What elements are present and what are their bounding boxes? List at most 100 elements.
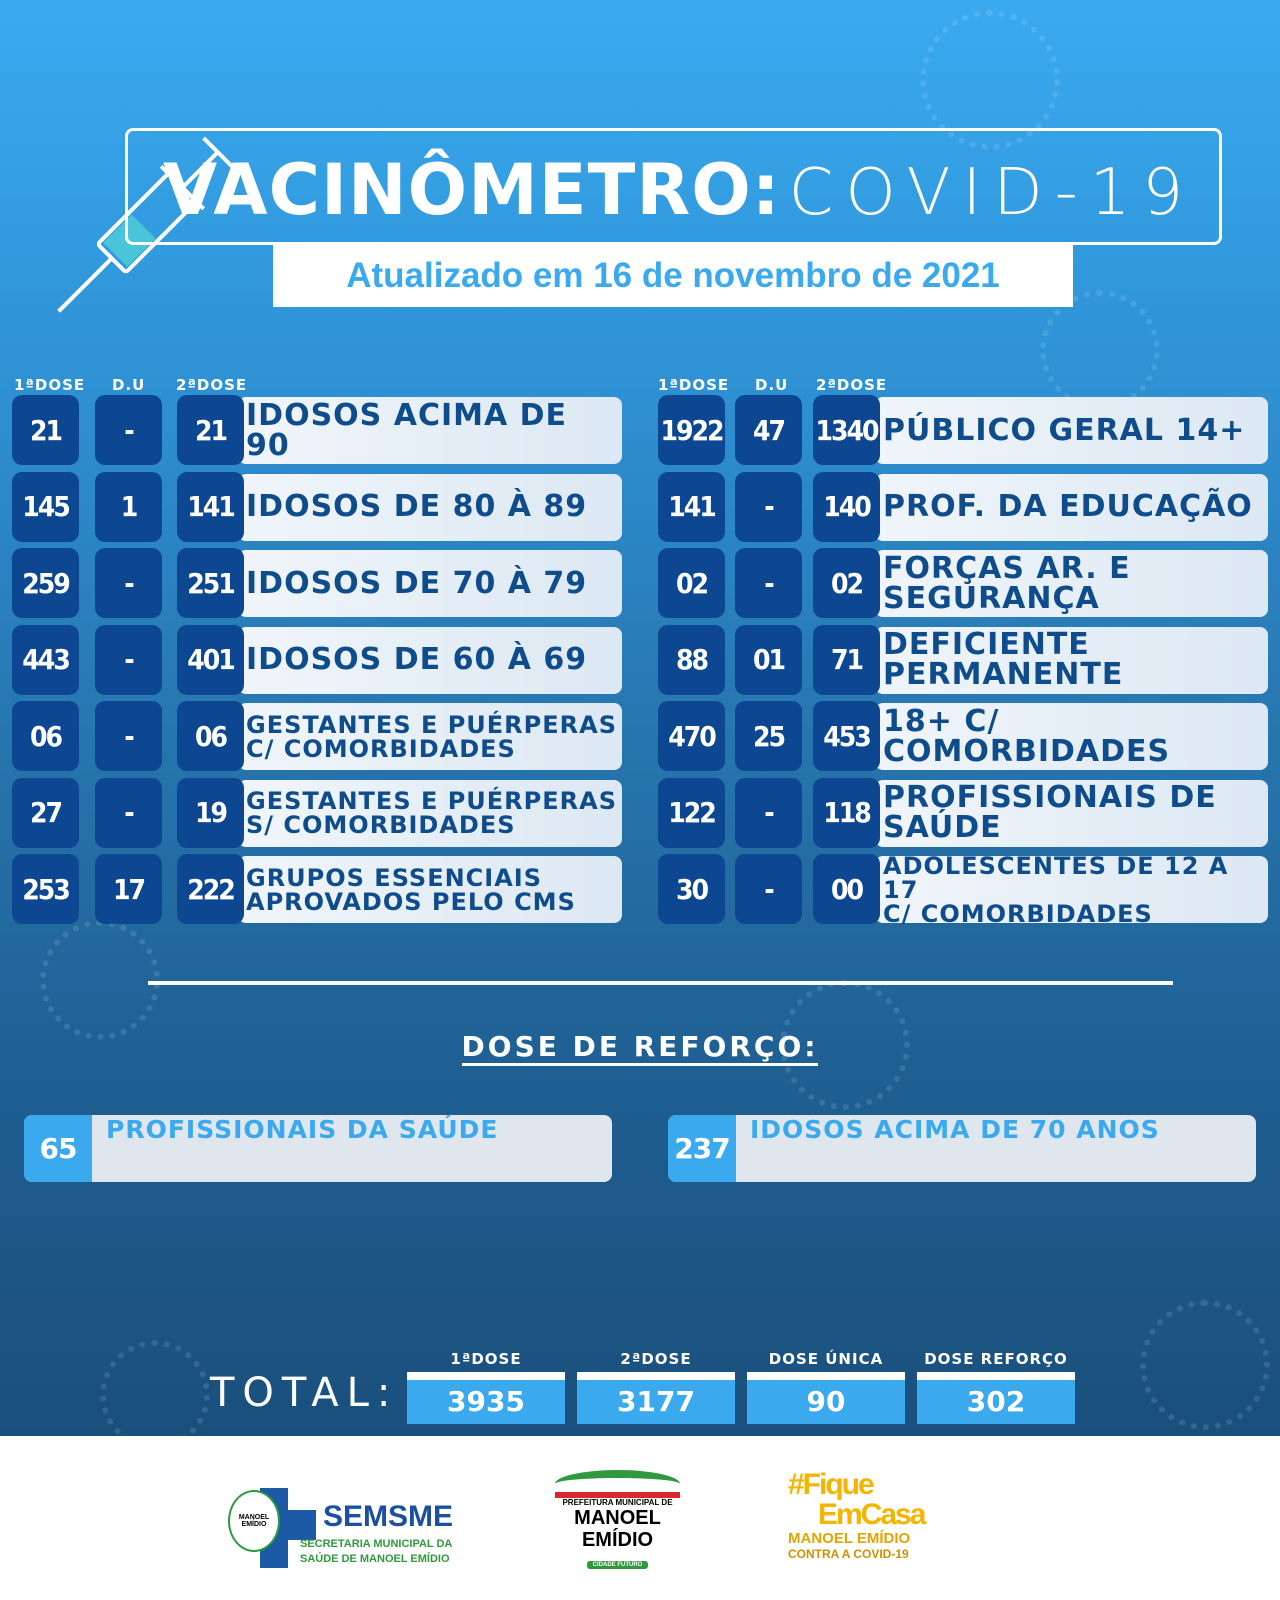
group-label-line1: IDOSOS DE 70 À 79 [246,565,588,601]
group-label: IDOSOS ACIMA DE 90 [246,400,622,461]
group-label-bar: PROF. DA EDUCAÇÃO [875,473,1268,541]
dose-first-value: 259 [12,548,79,618]
dose-second-value: 118 [813,777,880,848]
group-label-line2: S/ COMORBIDADES [246,811,516,839]
prefeitura-line3: EMÍDIO [581,1529,654,1551]
fique-line4: CONTRA A COVID-19 [788,1547,909,1561]
total-header: DOSE ÚNICA [768,1350,884,1368]
booster-title-text: DOSE DE REFORÇO: [461,1030,819,1066]
updated-date: Atualizado em 16 de novembro de 2021 [273,245,1073,307]
total-header: 2ªDOSE [620,1350,692,1368]
dose-first-value: 145 [12,471,79,542]
title-bold: VACINÔMETRO: [163,149,781,231]
group-label-bar: IDOSOS DE 70 À 79 [238,550,622,617]
dose-second-value: 06 [177,701,244,771]
group-label-line1: IDOSOS DE 80 À 89 [246,489,588,524]
semsme-line2: SAÚDE DE MANOEL EMÍDIO [300,1553,450,1565]
group-label-line1: DEFICIENTE PERMANENTE [883,627,1124,692]
dose-first-value: 27 [12,777,79,848]
dose-second-value: 140 [813,471,880,542]
fique-line3: MANOEL EMÍDIO [788,1530,911,1547]
booster-item: 237 IDOSOS ACIMA DE 70 ANOS [668,1115,1256,1182]
total-first-dose: 1ªDOSE 3935 [407,1350,565,1424]
dose-du-value: 47 [735,395,802,465]
semsme-badge: MANOEL EMÍDIO [228,1490,280,1552]
dose-first-value: 30 [658,854,725,924]
col-header-first-dose: 1ªDOSE [658,376,730,394]
group-label: IDOSOS DE 60 À 69 [246,645,587,675]
dose-second-value: 141 [177,471,244,542]
booster-item: 65 PROFISSIONAIS DA SAÚDE [24,1115,612,1182]
virus-decoration [1140,1300,1270,1430]
group-label-line1: IDOSOS DE 60 À 69 [246,642,588,677]
dose-du-value: - [735,854,802,924]
group-label-line2: APROVADOS PELO CMS [246,887,576,916]
group-label-line1: PROFISSIONAIS DE SAÚDE [883,780,1217,845]
group-label-bar: IDOSOS DE 80 À 89 [238,473,622,541]
group-label-bar: 18+ C/ COMORBIDADES [875,703,1268,770]
col-header-second-dose: 2ªDOSE [816,376,888,394]
group-label-line1: FORÇAS AR. E SEGURANÇA [883,550,1131,616]
dose-du-value: - [95,701,162,771]
dose-first-value: 141 [658,471,725,542]
prefeitura-line2: MANOEL [574,1507,661,1529]
virus-decoration [920,10,1060,150]
group-label-bar: DEFICIENTE PERMANENTE [875,626,1268,694]
dose-du-value: - [95,395,162,465]
group-label: IDOSOS DE 70 À 79 [246,565,588,601]
dose-du-value: 01 [735,624,802,695]
dose-second-value: 19 [177,777,244,848]
dose-du-value: - [95,624,162,695]
group-label: FORÇAS AR. E SEGURANÇA [883,550,1268,616]
dose-second-value: 21 [177,395,244,465]
group-label-bar: IDOSOS ACIMA DE 90 [238,397,622,464]
dose-second-value: 222 [177,854,244,924]
group-label: PÚBLICO GERAL 14+ [883,415,1245,446]
group-label-bar: ADOLESCENTES DE 12 A 17 C/ COMORBIDADES [875,851,1268,928]
group-label-line1: ADOLESCENTES DE 12 A 17 [883,851,1229,904]
col-header-du: D.U [112,376,146,394]
dose-du-value: - [95,777,162,848]
group-label: 18+ C/ COMORBIDADES [883,703,1268,769]
dose-second-value: 02 [813,548,880,618]
dose-first-value: 88 [658,624,725,695]
dose-first-value: 06 [12,701,79,771]
group-label-line2: C/ COMORBIDADES [246,734,516,763]
dose-first-value: 21 [12,395,79,465]
group-label-bar: GRUPOS ESSENCIAIS APROVADOS PELO CMS [238,856,622,923]
col-header-du: D.U [755,376,789,394]
group-label: IDOSOS DE 80 À 89 [246,492,587,522]
dose-first-value: 443 [12,624,79,695]
dose-second-value: 251 [177,548,244,618]
col-header-second-dose: 2ªDOSE [176,376,248,394]
group-label: GRUPOS ESSENCIAIS APROVADOS PELO CMS [246,866,576,914]
fique-line2: EmCasa [818,1498,926,1531]
booster-value: 65 [24,1115,92,1182]
dose-du-value: - [735,471,802,542]
col-header-first-dose: 1ªDOSE [14,376,86,394]
dose-du-value: 25 [735,701,802,771]
semsme-logo: MANOEL EMÍDIO SEMSME SECRETARIA MUNICIPA… [228,1470,478,1570]
total-second-dose: 2ªDOSE 3177 [577,1350,735,1424]
total-header: DOSE REFORÇO [924,1350,1068,1368]
dose-first-value: 470 [658,701,725,771]
dose-du-value: - [735,548,802,618]
semsme-line1: SECRETARIA MUNICIPAL DA [300,1538,453,1550]
divider [148,981,1173,985]
booster-label: IDOSOS ACIMA DE 70 ANOS [750,1115,1160,1144]
booster-value: 237 [668,1115,736,1182]
total-label: TOTAL: [210,1370,399,1416]
total-value: 90 [747,1372,905,1424]
dose-first-value: 02 [658,548,725,618]
virus-decoration [40,920,160,1040]
group-label-line1: PROF. DA EDUCAÇÃO [883,489,1253,524]
dose-second-value: 453 [813,701,880,771]
group-label-line2: C/ COMORBIDADES [883,899,1153,928]
dose-du-value: - [95,548,162,618]
dose-second-value: 1340 [813,395,880,465]
group-label-line1: GESTANTES E PUÉRPERAS [246,710,617,739]
group-label: GESTANTES E PUÉRPERAS C/ COMORBIDADES [246,713,617,761]
total-header: 1ªDOSE [450,1350,522,1368]
dose-du-value: - [735,777,802,848]
group-label-line1: 18+ C/ COMORBIDADES [883,703,1171,769]
